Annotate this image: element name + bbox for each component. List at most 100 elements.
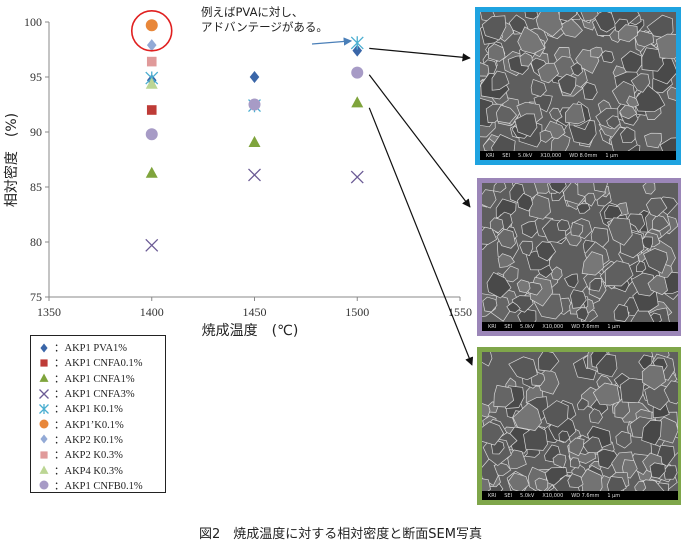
pointer-arrow: [368, 107, 474, 366]
legend-marker: [37, 342, 51, 354]
data-point: [145, 128, 158, 141]
legend-marker-shape: [39, 388, 49, 399]
sem-info-text: 5.0kV: [520, 492, 535, 499]
sem-info-text: 5.0kV: [520, 323, 535, 330]
sem-photo: KRI SEI 5.0kV X10,000 WD 7.6mm 1 μm: [477, 178, 681, 336]
legend-label: ：AKP1 CNFA3%: [54, 389, 135, 401]
x-tick-label: 1550: [448, 305, 472, 319]
annotation-arrow: [311, 37, 353, 46]
sem-info-text: 5.0kV: [518, 152, 533, 159]
legend-item: ：AKP1 CNFA0.1%: [37, 355, 165, 370]
data-point: [248, 98, 261, 111]
legend-marker: [37, 388, 51, 400]
y-axis-label: 相対密度 (%): [3, 113, 20, 207]
sem-info-text: SEI: [502, 152, 511, 159]
legend-label: ：AKP1 CNFB0.1%: [54, 480, 143, 492]
data-point: [248, 135, 261, 147]
x-axis-label: 焼成温度 (℃): [202, 323, 299, 339]
sem-photo: KRI SEI 5.0kV X10,000 WD 8.0mm 1 μm: [475, 7, 681, 165]
legend-marker: [37, 433, 51, 445]
y-tick-label: 95: [30, 70, 42, 84]
x-tick-label: 1450: [243, 305, 267, 319]
legend-item: ：AKP4 K0.3%: [37, 462, 165, 477]
legend-marker: [37, 403, 51, 415]
legend-label: ：AKP4 K0.3%: [54, 465, 123, 477]
legend-marker: [37, 464, 51, 476]
annotation-text: アドバンテージがある。: [201, 20, 328, 34]
y-tick-label: 80: [30, 235, 42, 249]
data-point: [145, 19, 158, 32]
data-point: [351, 66, 364, 79]
data-point: [352, 44, 363, 57]
sem-info-text: 1 μm: [607, 323, 621, 330]
sem-info-text: KRI: [486, 152, 495, 159]
chart-legend: ：AKP1 PVA1% ：AKP1 CNFA0.1% ：AKP1 CNFA1% ：AK…: [30, 335, 166, 493]
sem-info-text: X10,000: [542, 492, 564, 499]
legend-marker: [37, 449, 51, 461]
legend-item: ：AKP1 PVA1%: [37, 340, 165, 355]
y-tick-label: 90: [30, 125, 42, 139]
legend-marker-shape: [39, 419, 49, 429]
legend-label: ：AKP2 K0.3%: [54, 450, 123, 462]
legend-marker: [37, 372, 51, 384]
arrows: [368, 47, 474, 366]
legend-label: ：AKP1 PVA1%: [54, 343, 128, 355]
figure-caption: 図2 焼成温度に対する相対密度と断面SEM写真: [199, 527, 482, 542]
data-point: [248, 168, 261, 182]
highlight-circle: [130, 9, 173, 52]
pointer-arrow: [368, 74, 471, 208]
sem-info-text: 1 μm: [605, 152, 619, 159]
sem-info-bar: KRI SEI 5.0kV X10,000 WD 7.6mm 1 μm: [482, 322, 678, 331]
x-tick-label: 1500: [345, 305, 369, 319]
legend-marker: [37, 479, 51, 491]
legend-item: ：AKP1 CNFA1%: [37, 371, 165, 386]
legend-item: ：AKP2 K0.3%: [37, 447, 165, 462]
pointer-arrow: [369, 47, 471, 62]
x-tick-label: 1350: [37, 305, 61, 319]
legend-marker-shape: [39, 373, 49, 383]
data-point: [145, 77, 158, 89]
legend-marker-shape: [39, 480, 49, 490]
legend-marker-shape: [40, 451, 48, 459]
legend-label: ：AKP2 K0.1%: [54, 434, 123, 446]
sem-info-text: KRI: [488, 492, 497, 499]
sem-info-text: X10,000: [542, 323, 564, 330]
sem-info-text: 1 μm: [607, 492, 621, 499]
data-point: [146, 39, 157, 52]
legend-label: ：AKP1 K0.1%: [54, 404, 123, 416]
annotation-text: 例えばPVAに対し、: [201, 5, 303, 19]
sem-info-text: SEI: [504, 492, 513, 499]
sem-info-bar: KRI SEI 5.0kV X10,000 WD 7.6mm 1 μm: [482, 491, 678, 500]
legend-marker: [37, 418, 51, 430]
sem-info-text: WD 8.0mm: [569, 152, 598, 159]
y-tick-label: 75: [30, 290, 42, 304]
sem-info-text: X10,000: [540, 152, 562, 159]
legend-item: ：AKP1 CNFA3%: [37, 386, 165, 401]
legend-item: ：AKP2 K0.1%: [37, 432, 165, 447]
legend-item: ：AKP1 K0.1%: [37, 401, 165, 416]
legend-marker: [37, 357, 51, 369]
x-tick-label: 1400: [140, 305, 164, 319]
legend-item: ：AKP1’K0.1%: [37, 416, 165, 431]
data-point: [145, 166, 158, 178]
sem-info-text: KRI: [488, 323, 497, 330]
sem-info-text: SEI: [504, 323, 513, 330]
legend-marker-shape: [40, 359, 48, 367]
chart-axes: 75 80 85 90 95 100 1350 1400 1450 1500 1550 焼成温度 (℃…: [3, 15, 472, 339]
data-point: [350, 36, 364, 50]
legend-label: ：AKP1 CNFA1%: [54, 373, 135, 385]
legend-label: ：AKP1 CNFA0.1%: [54, 358, 143, 370]
annotation: 例えばPVAに対し、アドバンテージがある。: [201, 5, 353, 46]
sem-photo: KRI SEI 5.0kV X10,000 WD 7.6mm 1 μm: [477, 347, 681, 505]
data-point: [249, 71, 260, 83]
chart-marks: [145, 19, 364, 252]
legend-marker-shape: [39, 465, 49, 474]
highlight-ring: [130, 9, 173, 52]
legend-item: ：AKP1 CNFB0.1%: [37, 478, 165, 493]
sem-info-bar: KRI SEI 5.0kV X10,000 WD 8.0mm 1 μm: [480, 151, 676, 160]
sem-info-text: WD 7.6mm: [571, 492, 600, 499]
legend-label: ：AKP1’K0.1%: [54, 419, 124, 431]
y-tick-label: 100: [24, 15, 42, 29]
data-point: [350, 170, 364, 184]
data-point: [145, 238, 159, 252]
